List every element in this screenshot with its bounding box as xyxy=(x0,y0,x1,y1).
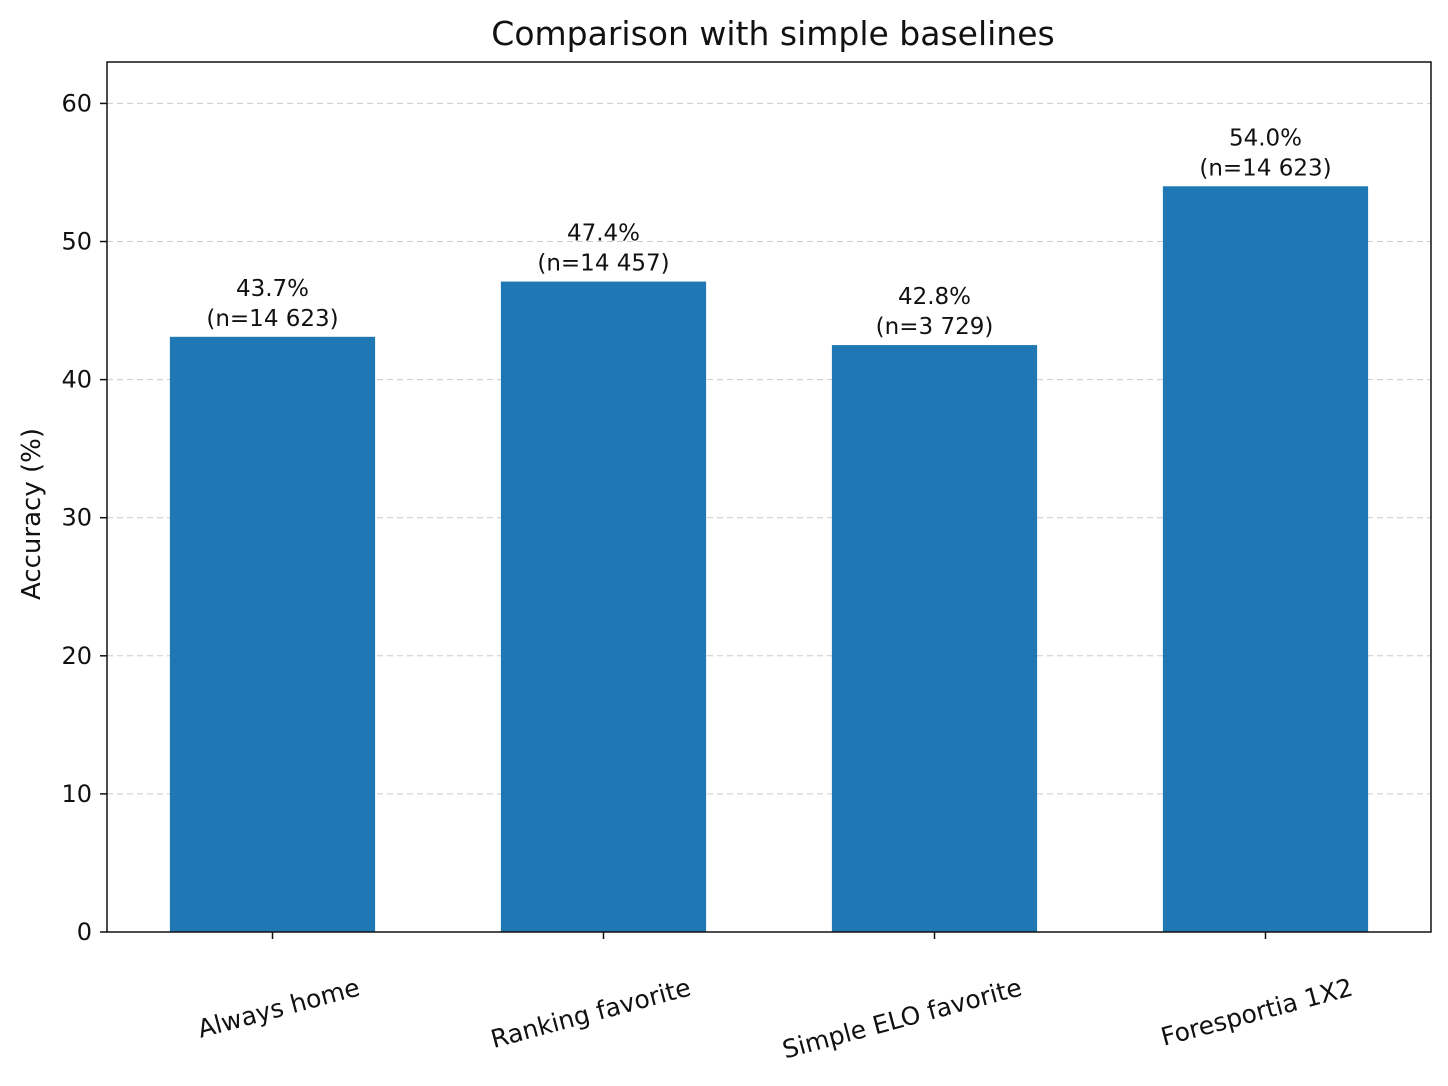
x-tick-label: Foresportia 1X2 xyxy=(1158,973,1356,1052)
y-tick-label: 50 xyxy=(61,228,92,256)
y-tick-label: 40 xyxy=(61,366,92,394)
y-axis-label: Accuracy (%) xyxy=(17,428,47,600)
bar-value-label: 42.8% xyxy=(898,284,971,310)
chart-title: Comparison with simple baselines xyxy=(491,14,1054,53)
y-tick-label: 10 xyxy=(61,780,92,808)
bar-sample-label: (n=14 623) xyxy=(1199,155,1331,181)
x-tick-label: Ranking favorite xyxy=(488,973,694,1054)
x-tick-label: Simple ELO favorite xyxy=(779,973,1025,1065)
y-tick-label: 0 xyxy=(77,918,92,946)
y-tick-label: 60 xyxy=(61,89,92,117)
bar-sample-label: (n=14 457) xyxy=(537,251,669,277)
bar xyxy=(1162,186,1369,933)
bar-value-label: 43.7% xyxy=(236,276,309,302)
y-tick-label: 30 xyxy=(61,504,92,532)
y-axis-ticks: 0 10 20 30 40 50 60 xyxy=(61,89,107,946)
x-axis-ticks: Always home Ranking favorite Simple ELO fa… xyxy=(195,932,1356,1064)
bar-sample-label: (n=3 729) xyxy=(876,314,994,340)
bars xyxy=(169,186,1369,933)
y-tick-label: 20 xyxy=(61,642,92,670)
plot-frame xyxy=(106,61,1432,933)
bar-sample-label: (n=14 623) xyxy=(206,306,338,332)
bar xyxy=(831,345,1038,933)
bar xyxy=(500,281,707,933)
bar-value-label: 47.4% xyxy=(567,221,640,247)
data-labels: 43.7% (n=14 623) 47.4% (n=14 457) 42.8% (n=3 … xyxy=(206,125,1331,340)
x-tick-label: Always home xyxy=(195,973,363,1044)
bar-value-label: 54.0% xyxy=(1229,125,1302,151)
bar xyxy=(169,336,376,932)
